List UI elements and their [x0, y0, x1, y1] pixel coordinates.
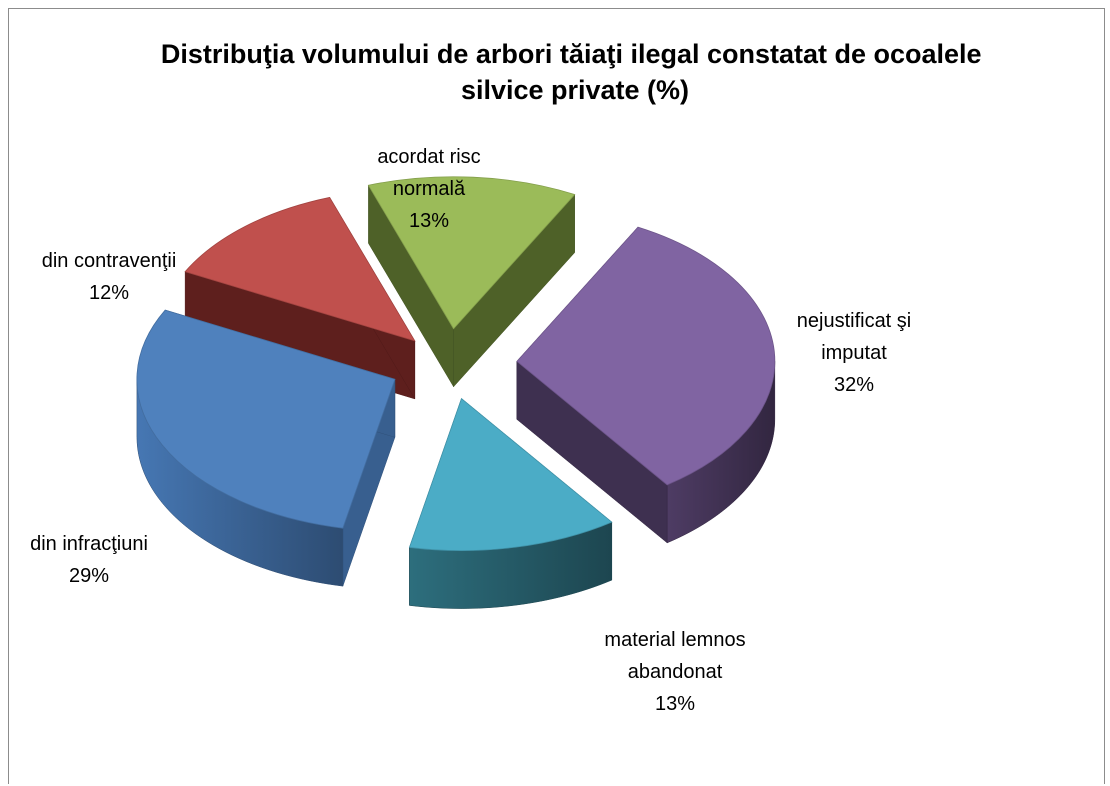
slice-category-label: din infracţiuni [30, 533, 148, 555]
pie-slice [184, 196, 416, 400]
pie-slice [136, 309, 396, 587]
slice-data-label: acordat risc normală 13% [377, 146, 480, 232]
chart-title-line-2: silvice private (%) [461, 75, 689, 105]
slice-category-label: acordat risc [377, 146, 480, 168]
slice-category-label: din contravenţii [42, 250, 177, 272]
slice-percent-label: 12% [89, 282, 129, 304]
slice-data-label: material lemnos abandonat 13% [604, 629, 745, 715]
slice-data-label: din contravenţii 12% [42, 250, 177, 304]
pie-slice [516, 226, 776, 544]
slice-percent-label: 29% [69, 565, 109, 587]
slice-category-label: abandonat [628, 661, 723, 683]
slice-top-face [184, 196, 416, 342]
slice-top-face [408, 397, 613, 551]
pie-slice [408, 397, 613, 609]
slice-category-label: normală [393, 178, 466, 200]
slice-category-label: imputat [821, 342, 887, 364]
slice-data-label: din infracţiuni 29% [30, 533, 148, 587]
data-labels: nejustificat şi imputat 32% material lemnos… [30, 146, 911, 715]
pie-slices [136, 176, 776, 609]
slice-percent-label: 13% [409, 210, 449, 232]
slice-data-label: nejustificat şi imputat 32% [797, 310, 912, 396]
slice-top-face [367, 176, 576, 330]
slice-category-label: nejustificat şi [797, 310, 912, 332]
slice-percent-label: 13% [655, 693, 695, 715]
slice-percent-label: 32% [834, 374, 874, 396]
slice-top-face [516, 226, 776, 486]
slice-category-label: material lemnos [604, 629, 745, 651]
chart-title: Distribuţia volumului de arbori tăiaţi i… [161, 39, 989, 105]
pie-slice [367, 176, 576, 388]
chart-title-line-1: Distribuţia volumului de arbori tăiaţi i… [161, 39, 982, 69]
pie-chart: Distribuţia volumului de arbori tăiaţi i… [30, 39, 989, 715]
chart-area: Distribuţia volumului de arbori tăiaţi i… [8, 8, 1105, 784]
slice-top-face [136, 309, 396, 529]
